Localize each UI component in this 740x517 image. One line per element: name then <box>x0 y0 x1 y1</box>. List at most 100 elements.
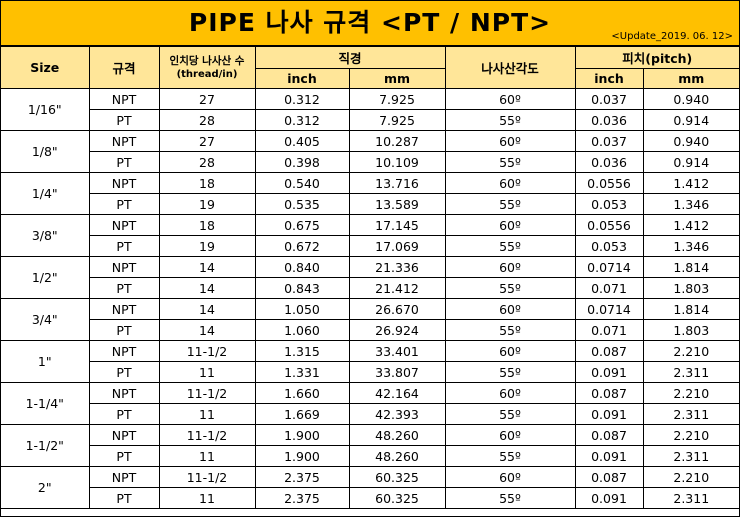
standard-cell: PT <box>89 109 160 131</box>
standard-cell: NPT <box>88 172 160 194</box>
pitch-inch-cell: 0.053 <box>574 193 644 215</box>
tpi-cell: 18 <box>158 172 256 194</box>
tpi-header-line2: (thread/in) <box>176 68 238 80</box>
thread-angle-cell: 60º <box>444 88 576 110</box>
tpi-header: 인치당 나사산 수 (thread/in) <box>158 46 256 89</box>
diameter-mm-header: mm <box>348 68 446 89</box>
thread-angle-cell: 60º <box>444 172 576 194</box>
diameter-inch-cell: 0.840 <box>254 256 350 278</box>
title-bar: PIPE 나사 규격 <PT / NPT> <Update_2019. 06. … <box>1 1 739 46</box>
diameter-inch-cell: 0.398 <box>254 151 350 173</box>
tpi-cell: 14 <box>158 277 256 299</box>
table-row: PT 14 0.843 21.412 55º 0.071 1.803 <box>1 277 740 299</box>
table-row: 1/8" NPT 27 0.405 10.287 60º 0.037 0.940 <box>1 130 740 173</box>
pitch-mm-cell: 0.914 <box>642 109 740 131</box>
diameter-mm-cell: 17.069 <box>348 235 446 257</box>
tpi-cell: 14 <box>158 298 256 320</box>
pitch-mm-cell: 2.210 <box>642 382 740 404</box>
pitch-mm-cell: 1.346 <box>642 235 740 257</box>
standard-header: 규격 <box>88 46 160 89</box>
pitch-mm-cell: 0.940 <box>642 130 740 152</box>
tpi-cell: 11 <box>158 361 256 383</box>
tpi-cell: 11-1/2 <box>158 424 256 446</box>
pitch-header: 피치(pitch) <box>574 46 740 69</box>
diameter-mm-cell: 17.145 <box>348 214 446 236</box>
size-cell: 3/4" <box>1 298 90 341</box>
thread-angle-cell: 60º <box>444 298 576 320</box>
pitch-mm-cell: 2.311 <box>642 403 740 425</box>
tpi-cell: 11-1/2 <box>158 466 256 488</box>
thread-angle-cell: 60º <box>444 130 576 152</box>
pitch-inch-cell: 0.0556 <box>574 214 644 236</box>
pitch-mm-header: mm <box>642 68 740 89</box>
pitch-inch-cell: 0.087 <box>574 382 644 404</box>
diameter-inch-cell: 1.315 <box>254 340 350 362</box>
tpi-cell: 11 <box>158 403 256 425</box>
diameter-mm-cell: 26.924 <box>348 319 446 341</box>
tpi-cell: 27 <box>158 88 256 110</box>
pitch-mm-cell: 2.210 <box>642 340 740 362</box>
diameter-inch-cell: 0.672 <box>254 235 350 257</box>
pitch-inch-cell: 0.036 <box>574 151 644 173</box>
standard-cell: NPT <box>88 214 160 236</box>
tpi-cell: 11-1/2 <box>158 340 256 362</box>
table-row: 3/8" NPT 18 0.675 17.145 60º 0.0556 1.41… <box>1 214 740 257</box>
diameter-mm-cell: 48.260 <box>348 445 446 467</box>
diameter-inch-cell: 1.900 <box>254 445 350 467</box>
diameter-inch-cell: 1.660 <box>254 382 350 404</box>
pitch-mm-cell: 1.803 <box>642 319 740 341</box>
tpi-cell: 14 <box>158 319 256 341</box>
pitch-inch-cell: 0.087 <box>574 466 644 488</box>
tpi-cell: 28 <box>158 151 256 173</box>
standard-cell: PT <box>89 403 160 425</box>
thread-angle-cell: 55º <box>444 193 576 215</box>
pitch-inch-cell: 0.037 <box>574 88 644 110</box>
diameter-inch-cell: 0.312 <box>254 109 350 131</box>
pitch-inch-cell: 0.037 <box>574 130 644 152</box>
diameter-inch-cell: 0.535 <box>254 193 350 215</box>
size-cell: 1-1/4" <box>1 382 90 425</box>
table-row: PT 11 1.331 33.807 55º 0.091 2.311 <box>1 361 740 383</box>
diameter-mm-cell: 13.589 <box>348 193 446 215</box>
tpi-cell: 28 <box>158 109 256 131</box>
table-row: PT 28 0.312 7.925 55º 0.036 0.914 <box>1 109 740 131</box>
diameter-header: 직경 <box>254 46 446 69</box>
standard-cell: PT <box>89 319 160 341</box>
update-date-label: <Update_2019. 06. 12> <box>611 31 733 42</box>
table-row: 1/4" NPT 18 0.540 13.716 60º 0.0556 1.41… <box>1 172 740 215</box>
table-row: PT 11 1.669 42.393 55º 0.091 2.311 <box>1 403 740 425</box>
thread-angle-cell: 55º <box>444 151 576 173</box>
diameter-mm-cell: 60.325 <box>348 487 446 509</box>
pitch-mm-cell: 1.803 <box>642 277 740 299</box>
pitch-inch-cell: 0.0714 <box>574 298 644 320</box>
table-row: PT 28 0.398 10.109 55º 0.036 0.914 <box>1 151 740 173</box>
thread-angle-cell: 60º <box>444 466 576 488</box>
pitch-mm-cell: 0.914 <box>642 151 740 173</box>
standard-cell: PT <box>89 487 160 509</box>
diameter-inch-cell: 0.675 <box>254 214 350 236</box>
diameter-mm-cell: 26.670 <box>348 298 446 320</box>
table-row: PT 11 1.900 48.260 55º 0.091 2.311 <box>1 445 740 467</box>
diameter-mm-cell: 21.412 <box>348 277 446 299</box>
diameter-inch-cell: 0.540 <box>254 172 350 194</box>
pitch-inch-cell: 0.0556 <box>574 172 644 194</box>
pitch-inch-cell: 0.091 <box>574 403 644 425</box>
diameter-mm-cell: 33.807 <box>348 361 446 383</box>
pitch-mm-cell: 2.311 <box>642 361 740 383</box>
tpi-cell: 11 <box>158 445 256 467</box>
diameter-inch-cell: 1.060 <box>254 319 350 341</box>
diameter-inch-cell: 2.375 <box>254 466 350 488</box>
size-header: Size <box>1 46 90 89</box>
tpi-cell: 19 <box>158 235 256 257</box>
table-row: 1-1/2" NPT 11-1/2 1.900 48.260 60º 0.087… <box>1 424 740 467</box>
diameter-mm-cell: 7.925 <box>348 109 446 131</box>
table-row: 1/16" NPT 27 0.312 7.925 60º 0.037 0.940 <box>1 88 740 131</box>
table-row: PT 14 1.060 26.924 55º 0.071 1.803 <box>1 319 740 341</box>
pitch-mm-cell: 2.311 <box>642 445 740 467</box>
diameter-inch-cell: 1.669 <box>254 403 350 425</box>
thread-angle-cell: 55º <box>444 487 576 509</box>
standard-cell: PT <box>89 235 160 257</box>
size-cell: 1" <box>1 340 90 383</box>
tpi-cell: 18 <box>158 214 256 236</box>
table-row: 1/2" NPT 14 0.840 21.336 60º 0.0714 1.81… <box>1 256 740 299</box>
